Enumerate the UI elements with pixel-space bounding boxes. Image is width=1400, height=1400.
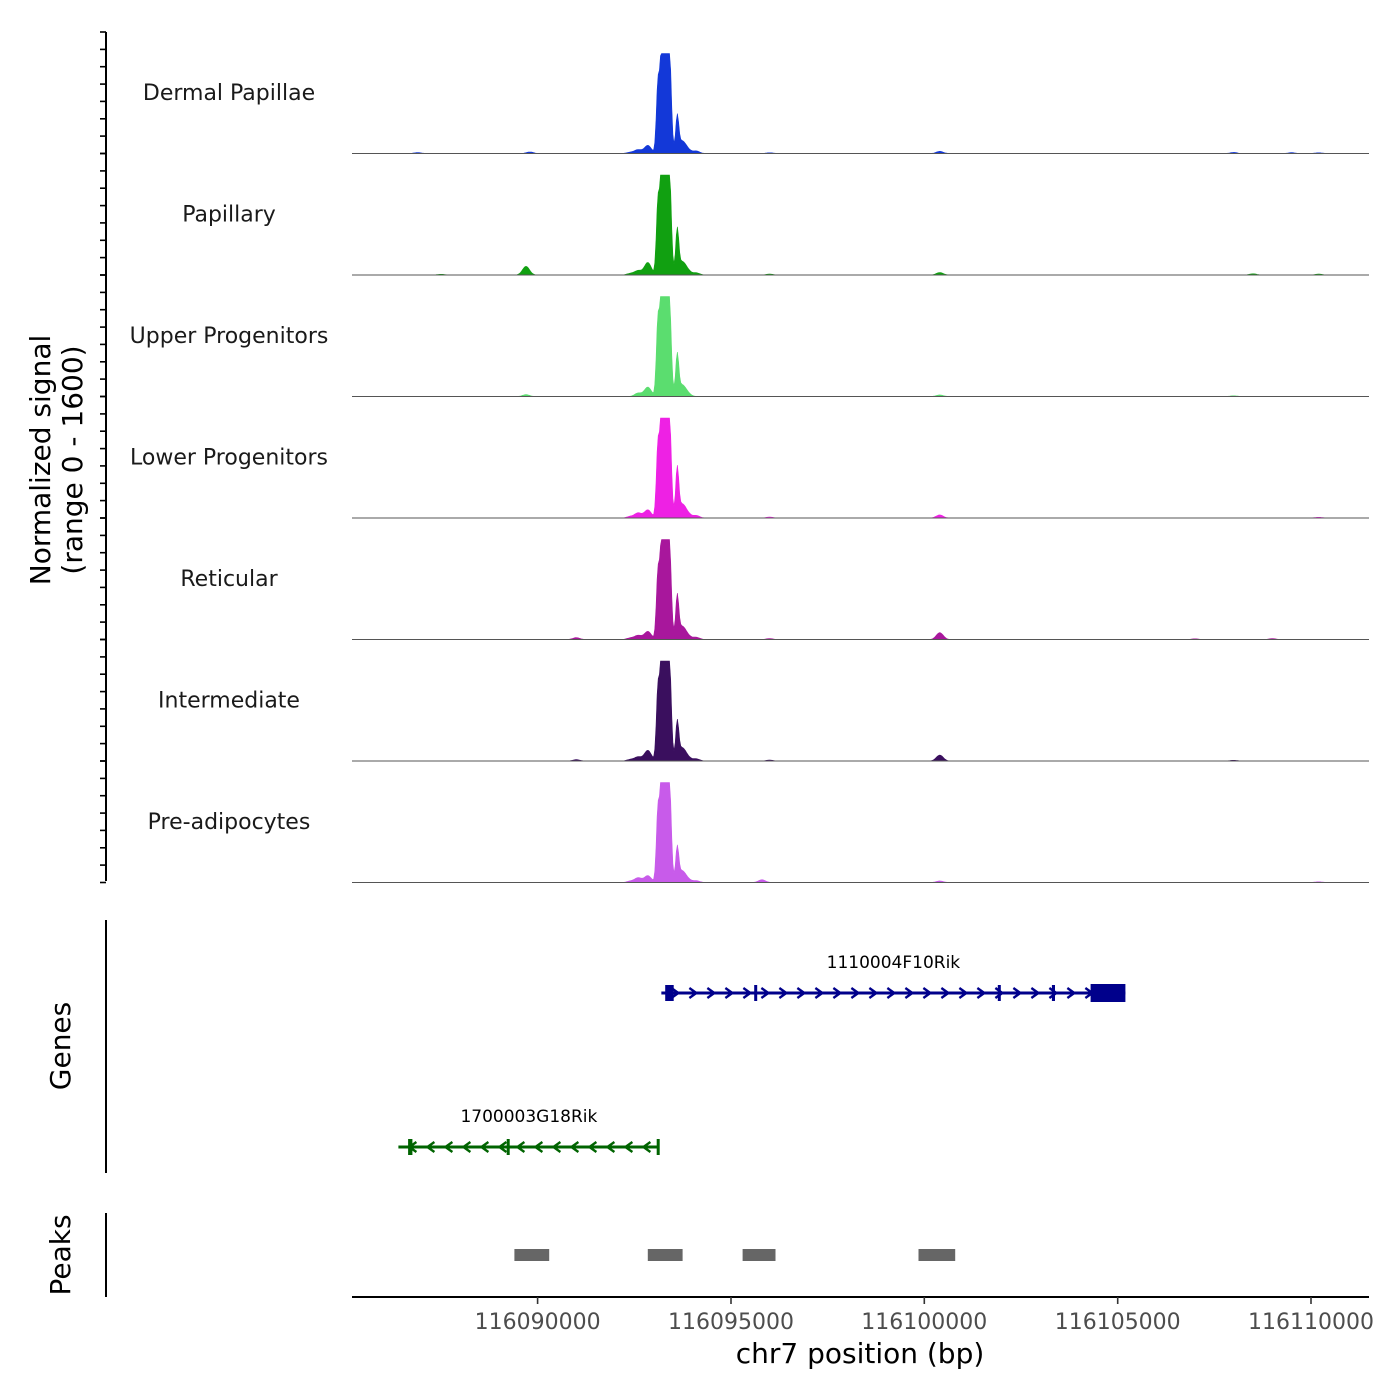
coverage-area bbox=[352, 782, 1369, 883]
coverage-y-axis-title: Normalized signal (range 0 - 1600) bbox=[24, 335, 89, 586]
strand-arrow bbox=[569, 1141, 580, 1153]
track-label: Intermediate bbox=[158, 689, 300, 714]
gene-exon bbox=[656, 1139, 660, 1155]
x-tick-label: 116105000 bbox=[1055, 1310, 1181, 1335]
strand-arrow bbox=[1048, 987, 1059, 999]
strand-arrow bbox=[796, 987, 807, 999]
peak-region bbox=[742, 1249, 776, 1261]
strand-arrow bbox=[886, 987, 897, 999]
coverage-area bbox=[352, 539, 1369, 640]
coverage-track: Papillary bbox=[182, 174, 1369, 276]
strand-arrow bbox=[641, 1141, 652, 1153]
gene-exon bbox=[1090, 984, 1126, 1002]
strand-arrow bbox=[461, 1141, 472, 1153]
strand-arrow bbox=[994, 987, 1005, 999]
coverage-area bbox=[352, 660, 1369, 762]
strand-arrow bbox=[443, 1141, 454, 1153]
gene-exon bbox=[1051, 985, 1055, 1001]
strand-arrow bbox=[742, 987, 753, 999]
x-axis-title: chr7 position (bp) bbox=[736, 1337, 985, 1370]
peak-region bbox=[647, 1249, 683, 1261]
strand-arrow bbox=[605, 1141, 616, 1153]
x-axis-ticks: 116090000 116095000 116100000 116105000 1161… bbox=[475, 1297, 1374, 1335]
strand-arrow bbox=[922, 987, 933, 999]
peak-regions bbox=[514, 1249, 956, 1261]
coverage-area bbox=[352, 53, 1369, 154]
coverage-track: Upper Progenitors bbox=[130, 296, 1369, 397]
coverage-track: Pre-adipocytes bbox=[148, 782, 1369, 883]
coverage-tracks: Dermal Papillae Papillary Upper Progenitor… bbox=[130, 53, 1369, 883]
coverage-track: Reticular bbox=[180, 539, 1369, 640]
gene-name-label: 1700003G18Rik bbox=[460, 1107, 597, 1127]
coverage-area bbox=[352, 417, 1369, 519]
strand-arrow bbox=[533, 1141, 544, 1153]
genes-title: Genes bbox=[44, 1002, 77, 1090]
strand-arrow bbox=[479, 1141, 490, 1153]
peak-region bbox=[514, 1249, 550, 1261]
strand-arrow bbox=[1012, 987, 1023, 999]
coverage-track: Dermal Papillae bbox=[143, 53, 1369, 154]
gene-tracks: 1110004F10Rik 1700003G18Rik bbox=[398, 953, 1126, 1155]
strand-arrow bbox=[1030, 987, 1041, 999]
peak-region bbox=[918, 1249, 956, 1261]
x-tick-label: 116110000 bbox=[1248, 1310, 1374, 1335]
gene-exon bbox=[506, 1139, 510, 1155]
strand-arrow bbox=[868, 987, 879, 999]
strand-arrow bbox=[1066, 987, 1077, 999]
gene-model: 1700003G18Rik bbox=[398, 1107, 660, 1155]
track-label: Lower Progenitors bbox=[130, 446, 328, 471]
x-tick-label: 116095000 bbox=[668, 1310, 794, 1335]
track-label: Reticular bbox=[180, 567, 278, 592]
strand-arrow bbox=[850, 987, 861, 999]
strand-arrow bbox=[497, 1141, 508, 1153]
strand-arrow bbox=[976, 987, 987, 999]
strand-arrow bbox=[688, 987, 699, 999]
coverage-y-title-line2: (range 0 - 1600) bbox=[56, 345, 89, 574]
gene-model: 1110004F10Rik bbox=[661, 953, 1126, 1002]
strand-arrow bbox=[940, 987, 951, 999]
coverage-track: Intermediate bbox=[158, 660, 1369, 762]
coverage-track: Lower Progenitors bbox=[130, 417, 1369, 519]
strand-arrow bbox=[551, 1141, 562, 1153]
strand-arrow bbox=[623, 1141, 634, 1153]
gene-exon bbox=[997, 985, 1001, 1001]
strand-arrow bbox=[760, 987, 771, 999]
gene-exon bbox=[408, 1139, 413, 1155]
strand-arrow bbox=[778, 987, 789, 999]
strand-arrow bbox=[724, 987, 735, 999]
track-label: Upper Progenitors bbox=[130, 324, 329, 349]
strand-arrow bbox=[814, 987, 825, 999]
strand-arrow bbox=[958, 987, 969, 999]
coverage-y-ticks bbox=[100, 31, 106, 884]
strand-arrow bbox=[706, 987, 717, 999]
gene-exon bbox=[754, 985, 758, 1001]
track-label: Dermal Papillae bbox=[143, 81, 315, 106]
coverage-area bbox=[352, 296, 1369, 397]
strand-arrow bbox=[425, 1141, 436, 1153]
coverage-area bbox=[352, 174, 1369, 276]
gene-name-label: 1110004F10Rik bbox=[827, 953, 961, 973]
x-tick-label: 116090000 bbox=[475, 1310, 601, 1335]
strand-arrow bbox=[832, 987, 843, 999]
gene-exon bbox=[665, 985, 674, 1001]
strand-arrow bbox=[515, 1141, 526, 1153]
strand-arrow bbox=[587, 1141, 598, 1153]
coverage-y-title-line1: Normalized signal bbox=[24, 335, 57, 586]
peaks-title: Peaks bbox=[44, 1214, 77, 1295]
track-label: Pre-adipocytes bbox=[148, 810, 311, 835]
track-label: Papillary bbox=[182, 203, 276, 228]
x-tick-label: 116100000 bbox=[861, 1310, 987, 1335]
strand-arrow bbox=[904, 987, 915, 999]
